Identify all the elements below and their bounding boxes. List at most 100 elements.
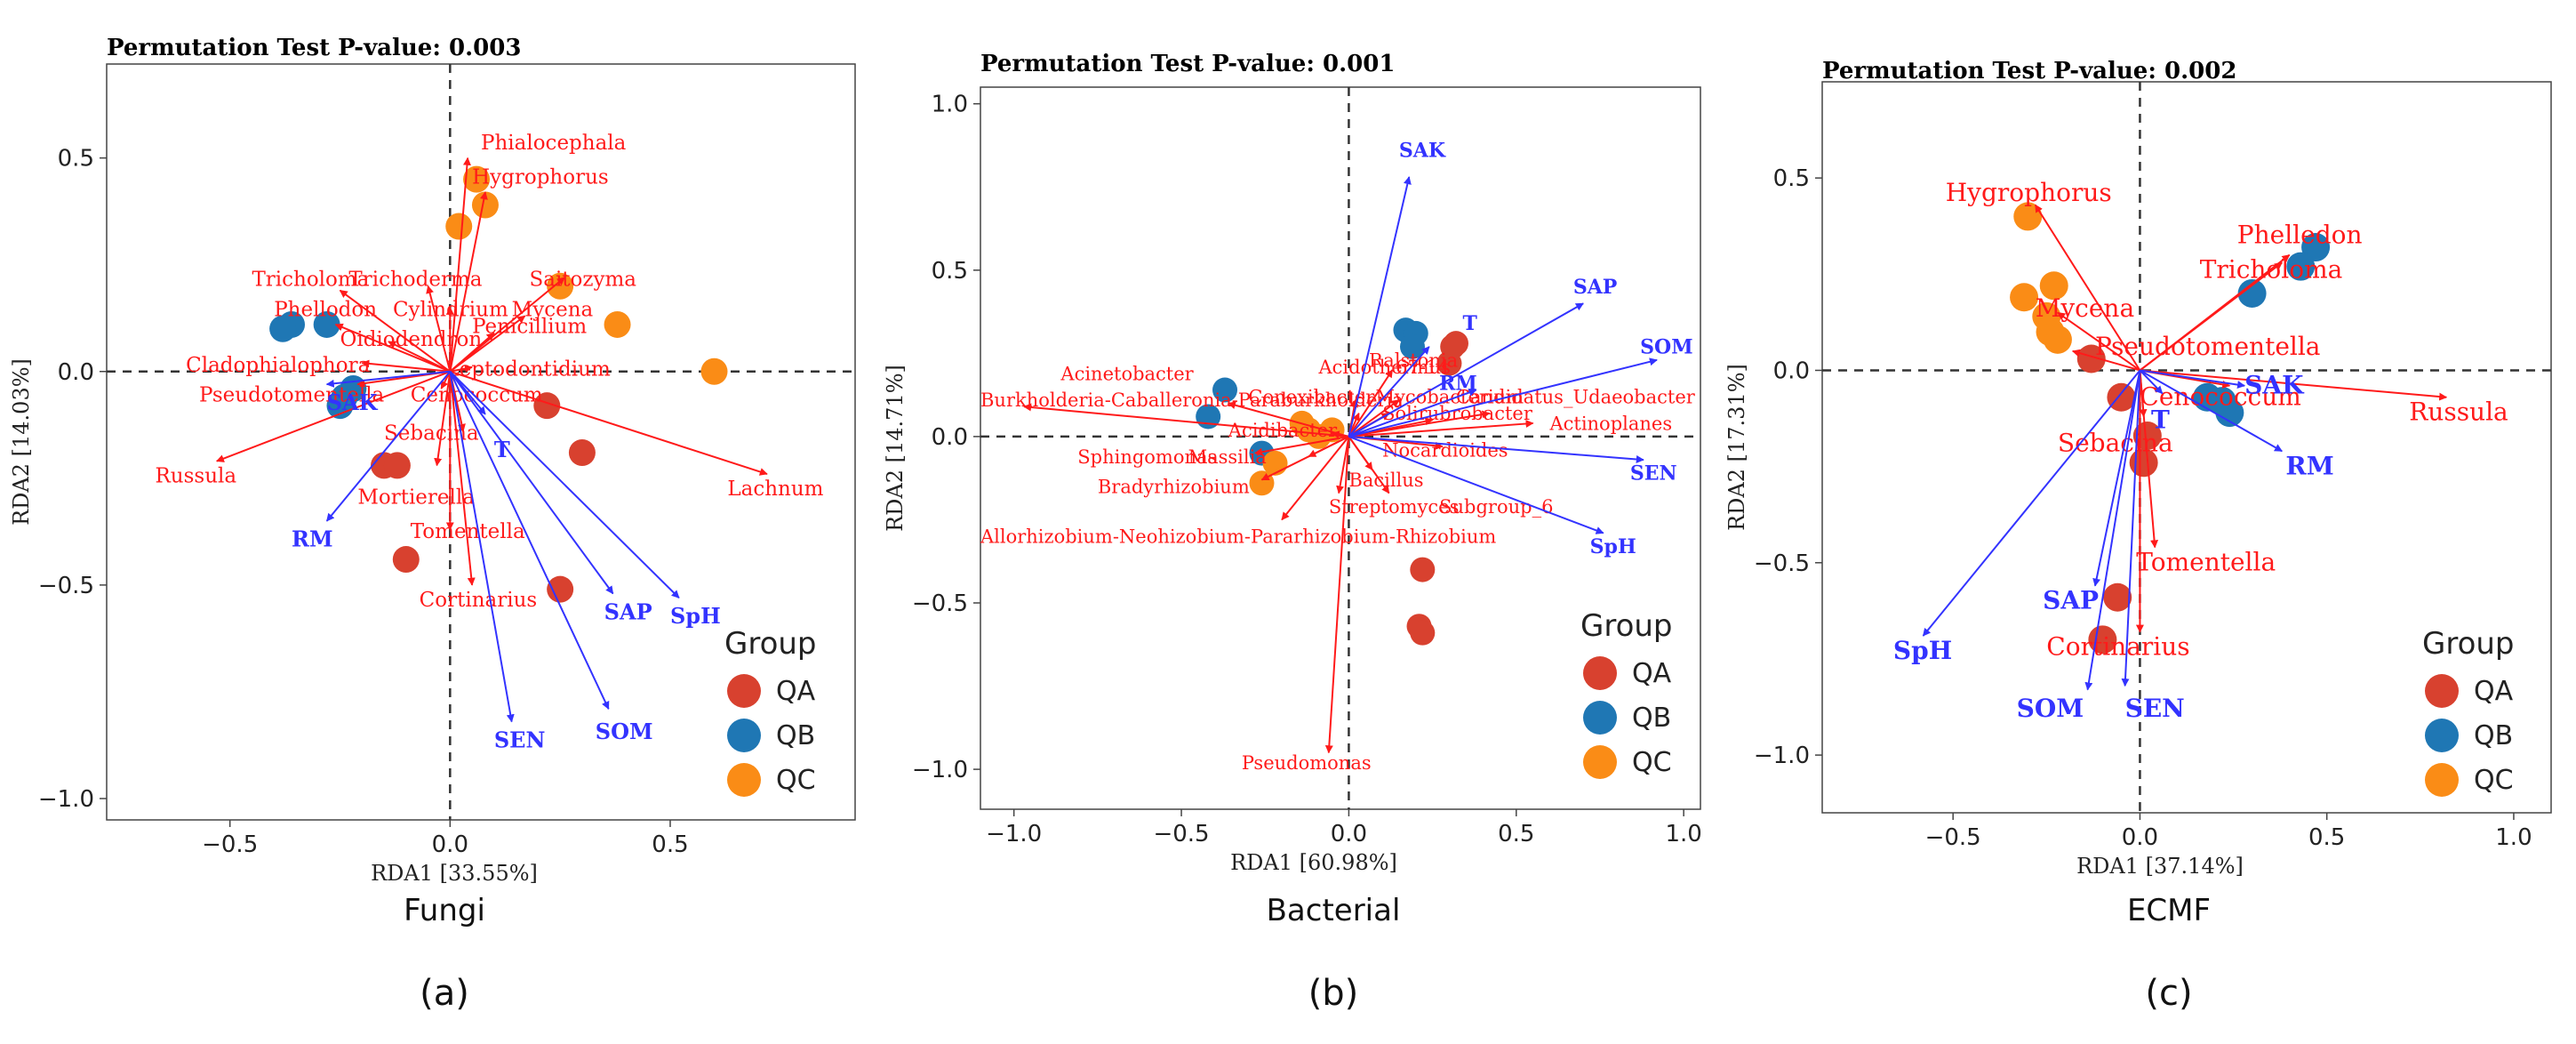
taxon-label: Solirubrobacter — [1382, 403, 1533, 424]
x-tick-label: 0.5 — [2308, 824, 2345, 851]
env-arrow — [449, 371, 515, 723]
panel-sublabel: (b) — [1308, 973, 1359, 1014]
rda-panel-1: Permutation Test P-value: 0.003 −0.5 0.0 0.… — [9, 35, 856, 1014]
taxon-label: Mortierella — [357, 486, 475, 510]
taxon-arrow — [2034, 204, 2141, 372]
legend-marker-qa — [1583, 656, 1617, 690]
sample-point-qc — [2032, 301, 2061, 331]
legend: Group QA QB QC — [724, 626, 817, 797]
y-tick-label: −1.0 — [38, 786, 94, 813]
env-label: SAP — [1573, 276, 1618, 299]
y-tick-label: 0.5 — [58, 146, 94, 173]
sample-point-qb — [2237, 278, 2267, 308]
env-arrow — [2092, 370, 2141, 587]
chart-title: Permutation Test P-value: 0.001 — [980, 51, 1395, 77]
env-arrow — [1348, 346, 1430, 438]
env-arrow — [1348, 302, 1584, 438]
env-arrow — [2139, 369, 2284, 453]
env-label: T — [1463, 312, 1478, 335]
sample-point-qa — [2076, 344, 2106, 373]
sample-point-qc — [471, 191, 499, 219]
taxon-arrow — [1348, 436, 1390, 494]
taxon-label: Pseudotomentella — [2095, 332, 2321, 361]
sample-point-qb — [313, 310, 340, 338]
env-label: RM — [2285, 451, 2333, 480]
env-label: SOM — [596, 719, 653, 744]
env-label: T — [2151, 405, 2170, 434]
y-tick-label: −0.5 — [912, 590, 968, 617]
taxon-arrow — [1254, 435, 1349, 456]
x-tick-label: 0.0 — [1331, 821, 1367, 847]
taxon-arrow — [1348, 369, 1394, 438]
taxon-arrow — [1336, 436, 1350, 494]
taxon-arrow — [426, 285, 452, 373]
sample-point-qa — [1443, 331, 1468, 357]
taxon-label: Phellodon — [274, 298, 377, 321]
env-arrow — [1348, 389, 1477, 438]
panel-caption: ECMF — [2127, 893, 2211, 928]
env-label: SOM — [2017, 694, 2084, 723]
legend-marker-qb — [1583, 701, 1617, 735]
taxon-label: Russula — [155, 465, 236, 488]
taxon-arrow — [450, 370, 768, 476]
sample-point-qa — [547, 575, 574, 603]
sample-point-qa — [1410, 557, 1436, 582]
env-arrow — [1348, 435, 1644, 463]
taxon-arrow — [388, 341, 451, 373]
env-label: SAK — [2244, 370, 2305, 399]
legend-title: Group — [2422, 626, 2515, 662]
legend-label: QB — [776, 720, 815, 751]
env-label: RM — [292, 526, 333, 552]
x-tick-label: 0.5 — [1498, 821, 1534, 847]
panel-sublabel: (c) — [2145, 973, 2192, 1014]
taxon-label: Candidatus_Udaeobacter — [1456, 386, 1696, 407]
legend-marker-qb — [2425, 719, 2459, 752]
y-tick-label: 0.0 — [1773, 357, 1810, 384]
chart-title: Permutation Test P-value: 0.003 — [107, 35, 521, 61]
env-arrow — [449, 371, 614, 595]
env-label: SOM — [1640, 335, 1692, 358]
taxon-label: Nocardioides — [1382, 439, 1508, 461]
sample-point-qa — [533, 392, 561, 420]
env-label: SEN — [1630, 462, 1677, 486]
sample-point-qc — [604, 310, 631, 338]
legend-marker-qa — [727, 674, 761, 708]
env-label: SAP — [604, 598, 652, 624]
sample-point-qc — [2010, 283, 2039, 312]
taxon-label: Massilia — [1188, 446, 1267, 468]
y-tick-label: −0.5 — [38, 573, 94, 599]
sample-point-qc — [700, 357, 728, 385]
taxon-arrow — [450, 365, 473, 373]
y-tick-label: 0.0 — [58, 359, 94, 386]
env-arrow — [1348, 176, 1412, 438]
sample-point-qc — [1249, 470, 1275, 496]
taxon-arrow — [2140, 369, 2448, 401]
taxon-arrow — [1348, 398, 1400, 438]
taxon-label: Cenococcum — [2140, 381, 2300, 411]
taxon-label: Leptodontidium — [445, 358, 611, 381]
env-arrow — [2139, 369, 2164, 395]
taxon-arrow — [1227, 401, 1349, 438]
x-tick-label: 1.0 — [1665, 821, 1701, 847]
taxon-label: Cladophialophora — [186, 354, 370, 377]
taxon-label: Sphingomonas — [1077, 446, 1217, 468]
x-tick-label: −0.5 — [1925, 824, 1981, 851]
x-tick-label: −1.0 — [986, 821, 1042, 847]
taxon-label: Mycena — [2036, 293, 2134, 323]
sample-point-qc — [445, 213, 473, 240]
taxon-arrow — [1348, 420, 1534, 438]
env-arrow — [325, 370, 451, 388]
env-arrow — [449, 371, 610, 710]
sample-point-qb — [2301, 233, 2331, 262]
env-arrow — [1348, 357, 1658, 438]
legend-title: Group — [1580, 608, 1673, 644]
legend-label: QB — [1632, 703, 1671, 734]
y-tick-label: 0.0 — [932, 424, 968, 451]
taxon-label: Burkholderia-Caballeronia-Paraburkholder… — [980, 389, 1404, 411]
sample-point-qb — [1400, 333, 1425, 359]
legend-marker-qc — [1583, 745, 1617, 779]
rda-panel-3: Permutation Test P-value: 0.002 −0.5 0.0 0.… — [1724, 58, 2552, 1014]
taxon-arrow — [1331, 430, 1349, 439]
x-axis-label: RDA1 [37.14%] — [2076, 854, 2244, 879]
